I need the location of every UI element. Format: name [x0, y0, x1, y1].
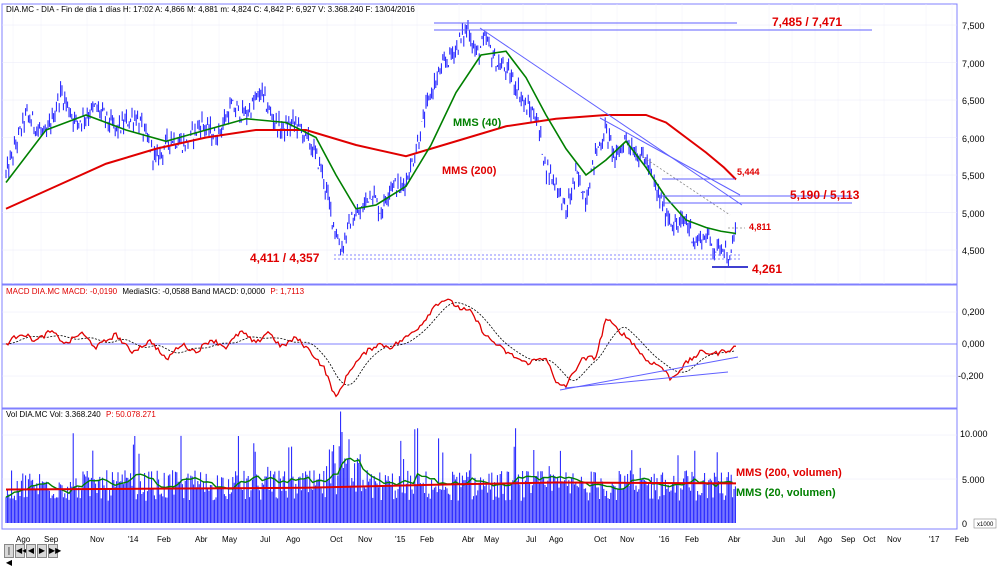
x-axis-label: Abr	[195, 535, 208, 544]
price-y-ticks: 7,500 7,000 6,500 6,000 5,500 5,000 4,50…	[962, 21, 985, 256]
vol-unit-label: x1000	[977, 522, 994, 528]
x-axis-label: Ago	[16, 535, 31, 544]
x-axis-label: May	[484, 535, 499, 544]
vol-unit-box	[973, 518, 997, 529]
x-axis-label: '17	[929, 535, 940, 544]
x-axis-label: Ago	[286, 535, 301, 544]
macd-panel-frame	[1, 284, 958, 409]
macd-trend-lower	[564, 371, 729, 389]
x-axis-label: Jul	[526, 535, 536, 544]
price-tick-5000: 5,000	[962, 209, 985, 219]
macd-tick-0200: 0,200	[962, 307, 985, 317]
x-axis-label: Nov	[887, 535, 901, 544]
nav-fast-forward-button[interactable]: ▶▶	[48, 544, 61, 558]
x-axis-label: Ago	[549, 535, 564, 544]
x-axis-label: Jul	[260, 535, 270, 544]
x-axis-label: Sep	[44, 535, 59, 544]
label-mms200: MMS (200)	[442, 165, 497, 177]
x-axis-label: '16	[659, 535, 670, 544]
price-layer	[5, 20, 872, 268]
nav-first-button[interactable]: |◀	[4, 544, 14, 567]
x-axis-label: Oct	[330, 535, 343, 544]
price-annotations: 7,485 / 7,471 5,444 5,190 / 5,113 4,811 …	[250, 15, 860, 276]
x-axis-label: '15	[395, 535, 406, 544]
x-axis: Ago Sep Nov '14 Feb Abr May Jul Ago Oct Nov '15 Feb A…	[16, 535, 969, 544]
macd-header-red2: P: 1,7113	[270, 287, 304, 296]
price-tick-5500: 5,500	[962, 171, 985, 181]
x-axis-label: Feb	[420, 535, 434, 544]
macd-y-ticks: 0,200 0,000 -0,200	[958, 307, 985, 381]
macd-tick-0000: 0,000	[962, 339, 985, 349]
label-vol-mms200: MMS (200, volumen)	[736, 467, 842, 479]
volume-y-ticks: 10.000 5.000 0 x1000	[960, 429, 997, 529]
x-axis-label: May	[222, 535, 237, 544]
volume-grid	[2, 434, 957, 480]
price-tick-4500: 4,500	[962, 246, 985, 256]
macd-trend-upper	[559, 356, 739, 391]
nav-fast-back-button[interactable]: ◀◀	[15, 544, 28, 558]
price-panel-frame	[1, 3, 958, 285]
volume-bars	[5, 411, 736, 523]
volume-annotations: MMS (200, volumen) MMS (20, volumen)	[736, 467, 842, 499]
x-axis-label: Nov	[90, 535, 104, 544]
downtrend-line-long	[479, 27, 743, 206]
annot-5190: 5,190 / 5,113	[790, 188, 860, 202]
macd-layer	[5, 298, 739, 398]
label-mms40: MMS (40)	[453, 117, 502, 129]
x-axis-label: Abr	[728, 535, 741, 544]
x-axis-label: Ago	[818, 535, 833, 544]
x-axis-label: Oct	[863, 535, 876, 544]
x-axis-label: Oct	[594, 535, 607, 544]
annot-4261: 4,261	[752, 262, 782, 276]
x-axis-label: Feb	[157, 535, 171, 544]
macd-tick-neg0200: -0,200	[958, 371, 984, 381]
x-axis-label: '14	[128, 535, 139, 544]
x-axis-label: Abr	[462, 535, 475, 544]
price-tick-7000: 7,000	[962, 59, 985, 69]
macd-header-red: MACD DIA.MC MACD: -0,0190	[6, 287, 118, 296]
vol-tick-5000: 5.000	[962, 475, 985, 485]
annot-4811: 4,811	[749, 222, 771, 232]
price-grid	[2, 4, 957, 284]
x-axis-label: Nov	[358, 535, 372, 544]
vol-tick-0: 0	[962, 519, 967, 529]
macd-header-black: MediaSIG: -0,0588 Band MACD: 0,0000	[122, 287, 265, 296]
price-header: DIA.MC - DIA - Fin de día 1 días H: 17:0…	[6, 5, 415, 14]
volume-header-black: Vol DIA.MC Vol: 3.368.240	[6, 410, 101, 419]
x-axis-label: Sep	[841, 535, 856, 544]
macd-line	[5, 298, 737, 398]
nav-forward-button[interactable]: ▶	[37, 544, 47, 558]
annot-top-resistance: 7,485 / 7,471	[772, 15, 842, 29]
volume-layer	[5, 411, 737, 523]
volume-mms200-line	[5, 481, 737, 491]
volume-mms20-line	[5, 457, 733, 498]
x-axis-label: Jul	[795, 535, 805, 544]
x-axis-label: Nov	[620, 535, 634, 544]
macd-header: MACD DIA.MC MACD: -0,0190 MediaSIG: -0,0…	[6, 287, 305, 296]
volume-header-red: P: 50.078.271	[106, 410, 156, 419]
vol-tick-10000: 10.000	[960, 429, 988, 439]
price-tick-6500: 6,500	[962, 96, 985, 106]
volume-header: Vol DIA.MC Vol: 3.368.240 P: 50.078.271	[6, 410, 156, 419]
price-tick-6000: 6,000	[962, 134, 985, 144]
mms200-line	[5, 114, 737, 210]
annot-support-left: 4,411 / 4,357	[250, 251, 320, 265]
label-vol-mms20: MMS (20, volumen)	[736, 487, 836, 499]
nav-back-button[interactable]: ◀	[26, 544, 36, 558]
annot-5444: 5,444	[737, 167, 760, 177]
x-axis-label: Jun	[772, 535, 785, 544]
mms40-line	[5, 50, 737, 235]
macd-grid	[2, 311, 957, 377]
x-axis-label: Feb	[685, 535, 699, 544]
macd-signal-line	[5, 302, 736, 386]
price-tick-7500: 7,500	[962, 21, 985, 31]
x-axis-label: Feb	[955, 535, 969, 544]
downtrend-line-short	[599, 117, 741, 196]
